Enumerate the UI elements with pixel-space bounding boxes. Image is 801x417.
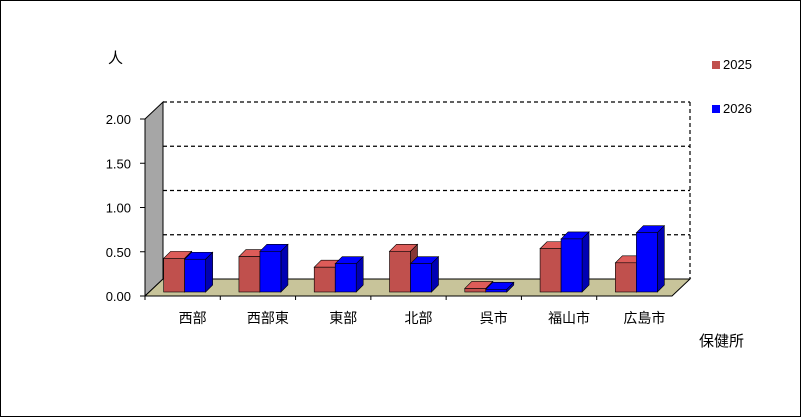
y-tick-label: 1.00 [106,201,131,216]
y-tick-label: 0.50 [106,245,131,260]
legend-item-2025: 2025 [712,57,772,73]
y-tick-label: 0.00 [106,289,131,304]
bar [539,248,562,293]
bar-side [581,231,590,293]
legend-swatch-2026 [712,105,720,113]
bar [163,258,185,293]
legend-swatch-2025 [712,61,720,69]
y-tick-label: 1.50 [106,156,131,171]
bar [410,263,432,293]
bar [485,289,508,293]
bar [259,250,282,293]
x-tick-label: 東部 [329,311,357,327]
bar [560,238,583,293]
x-tick-label: 広島市 [623,310,665,327]
y-tick-label: 2.00 [106,112,131,127]
bar [313,266,336,293]
bar-side [657,224,665,293]
bar [464,288,487,293]
legend-label-2025: 2025 [723,57,752,72]
x-tick-label: 西部東 [247,311,289,327]
bar [615,262,637,293]
bar [184,258,206,293]
bar-side [205,251,213,293]
side-wall [144,100,164,298]
x-tick-label: 呉市 [480,310,508,327]
bar [238,256,261,293]
legend-item-2026: 2026 [712,101,772,117]
x-axis-title: 保健所 [699,332,745,350]
x-tick-label: 西部 [179,311,207,327]
bar [389,250,411,293]
bar [636,232,658,293]
x-tick-label: 福山市 [548,310,590,327]
bar [334,263,357,293]
x-tick-label: 北部 [405,311,433,327]
legend-label-2026: 2026 [723,101,752,116]
bar-side [280,243,289,293]
y-axis-unit-label: 人 [108,49,124,67]
